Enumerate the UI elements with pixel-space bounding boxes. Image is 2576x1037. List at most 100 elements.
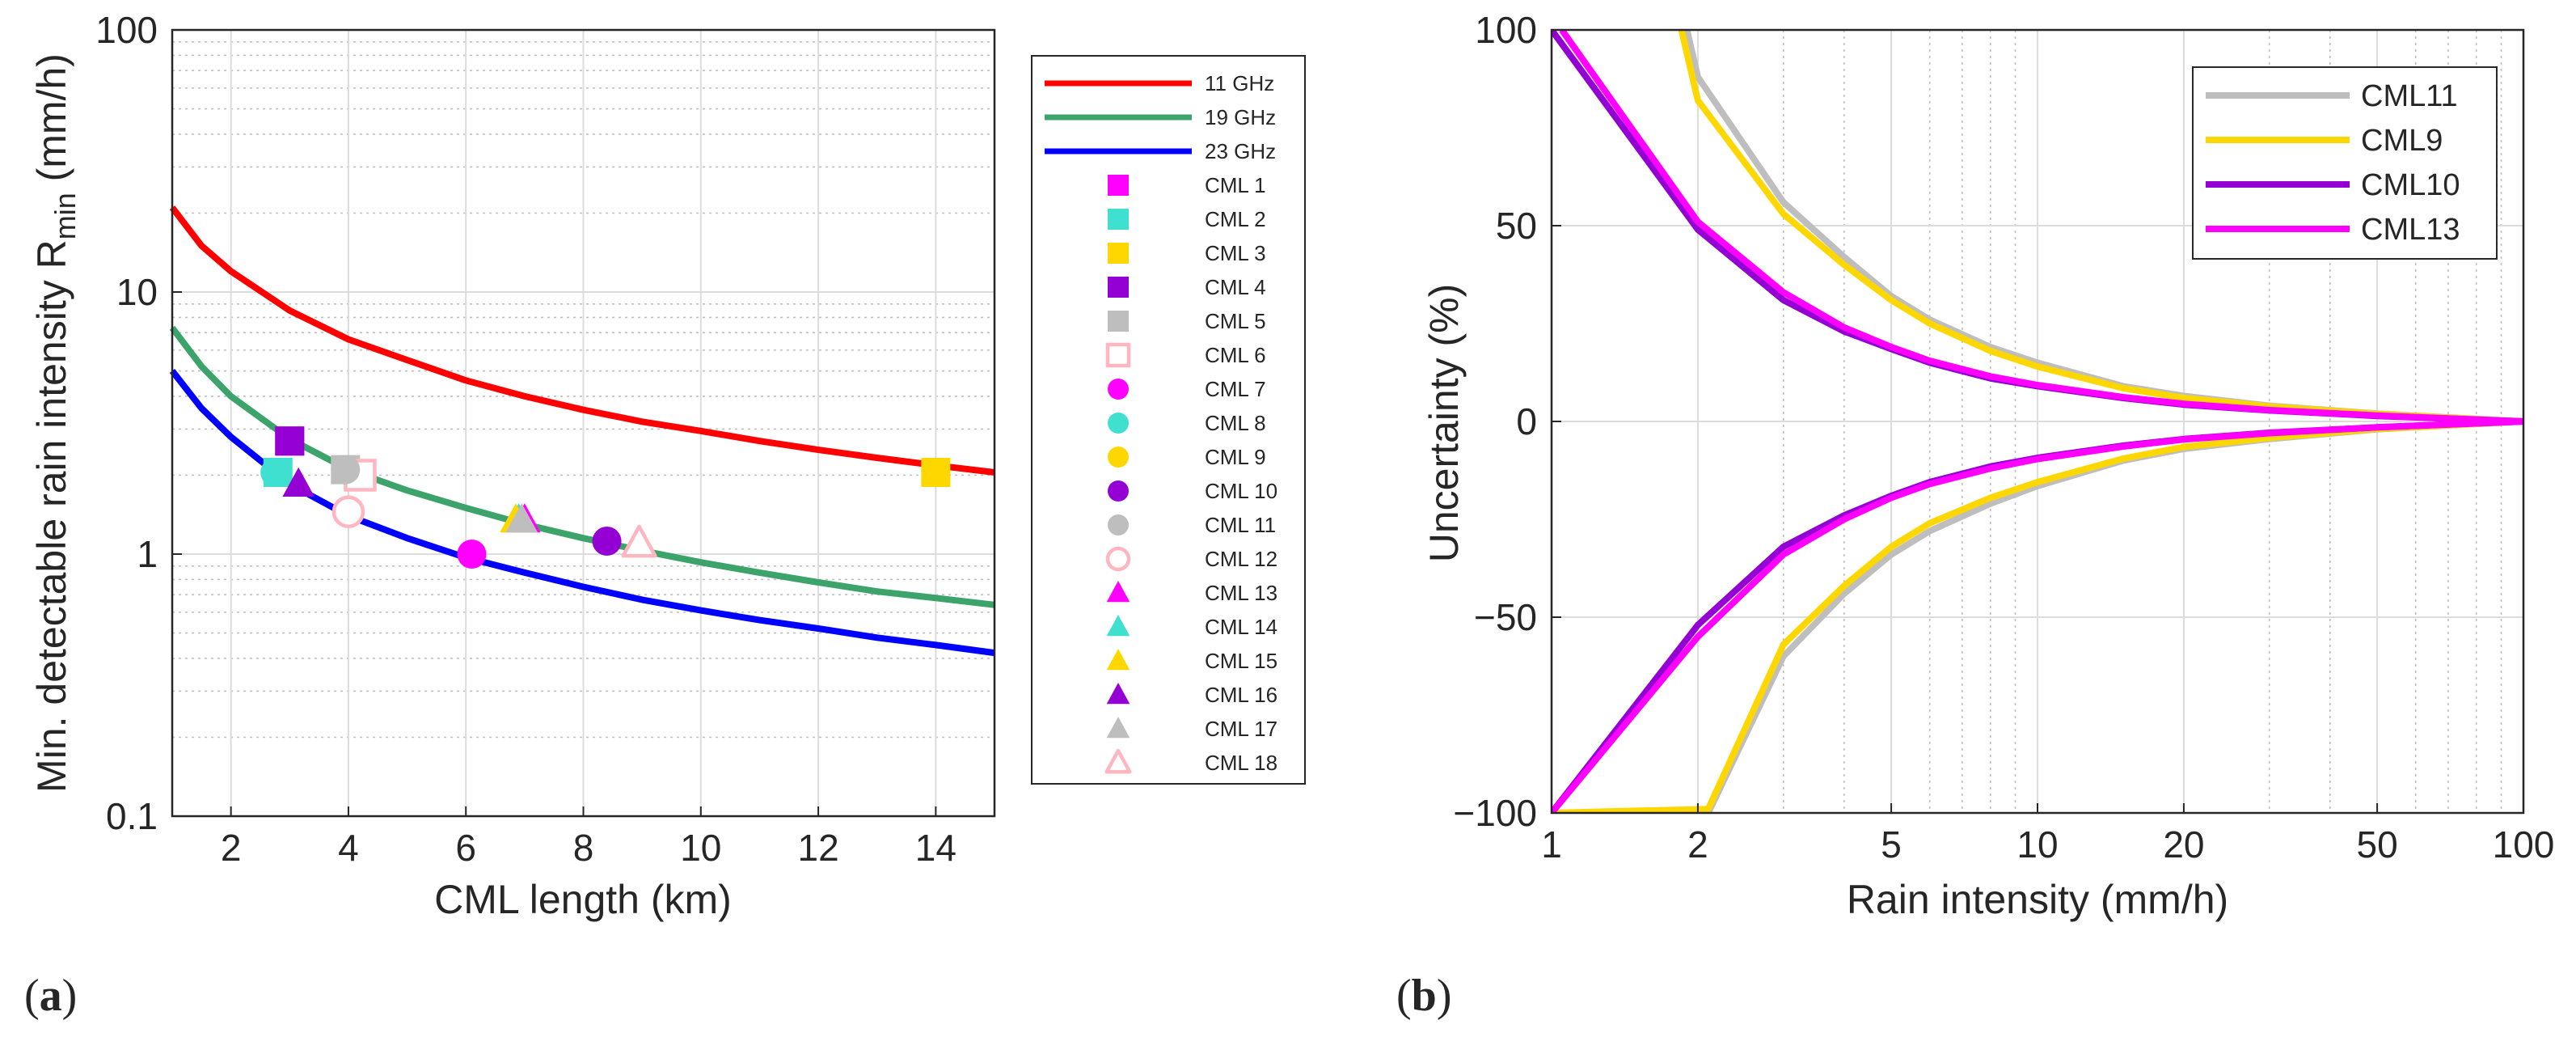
a-legend-label: CML 10 [1205, 479, 1277, 503]
b-legend-label: CML13 [2361, 213, 2460, 247]
b-x-tick-label: 50 [2356, 823, 2397, 866]
b-x-tick-label: 5 [1881, 823, 1902, 866]
a-legend-label: CML 5 [1205, 309, 1266, 333]
b-y-axis-label: Uncertainty (%) [1421, 284, 1467, 563]
a-x-tick-label: 12 [797, 827, 838, 869]
a-legend-marker [1106, 581, 1130, 603]
b-y-tick-label: 0 [1516, 400, 1537, 442]
b-x-tick-label: 20 [2163, 823, 2204, 866]
b-y-tick-label: −50 [1474, 596, 1537, 638]
a-marker-cml-17 [505, 503, 538, 533]
a-legend-marker [1106, 717, 1130, 739]
a-legend-items: 11 GHz 19 GHz 23 GHz CML 1 CML 2 CML 3 CML 4 CM… [1045, 71, 1277, 775]
a-legend-label: 19 GHz [1205, 105, 1276, 129]
a-marker-cml-7 [457, 540, 487, 569]
a-series-lines [169, 205, 995, 657]
a-series-line-11-ghz [169, 205, 995, 476]
b-series-upper-cml9 [1678, 30, 2523, 425]
a-y-axis-label: Min. detectable rain intensity Rmin (mm/… [29, 53, 82, 793]
b-x-tick-label: 100 [2493, 823, 2555, 866]
a-legend-marker [1108, 277, 1129, 298]
a-marker-cml-16 [282, 467, 315, 497]
a-legend-marker [1106, 683, 1130, 705]
a-series-line-19-ghz [169, 325, 995, 608]
a-x-tick-label: 10 [680, 827, 721, 869]
chart-panel-b: 1 2 5 10 20 50 100 −100 −50 0 50 100 Rain intensity… [1396, 9, 2554, 1021]
b-legend: CML11 CML9 CML10 CML13 [2192, 66, 2498, 260]
a-legend-label: CML 7 [1205, 377, 1266, 401]
a-legend-marker [1104, 748, 1132, 774]
b-y-tick-label: 50 [1496, 205, 1537, 247]
a-x-tick-label: 6 [455, 827, 476, 869]
panel-label-b: (b) [1396, 971, 1451, 1021]
a-legend-marker [1108, 175, 1129, 196]
chart-panel-a: 2 4 6 8 10 12 14 0.1 1 10 100 CML length (km) Min.… [24, 9, 1306, 1021]
a-y-tick-label: 10 [116, 271, 158, 313]
a-legend-label: CML 17 [1205, 717, 1277, 741]
b-legend-label: CML10 [2361, 168, 2460, 202]
a-legend-marker [1108, 379, 1129, 400]
a-legend-marker [1105, 546, 1131, 572]
a-legend-marker [1108, 209, 1129, 230]
panel-label-a: (a) [24, 971, 77, 1021]
a-legend-marker [1108, 447, 1129, 468]
b-legend-label: CML9 [2361, 124, 2443, 158]
a-legend-label: CML 2 [1205, 207, 1266, 231]
a-legend-label: CML 16 [1205, 683, 1277, 707]
a-x-tick-label: 8 [573, 827, 594, 869]
a-marker-cml-10 [592, 527, 622, 557]
a-legend-label: CML 18 [1205, 751, 1277, 775]
b-legend-label: CML11 [2361, 79, 2458, 113]
b-x-tick-label: 1 [1541, 823, 1562, 866]
a-legend-label: CML 14 [1205, 615, 1277, 639]
a-legend-label: CML 6 [1205, 343, 1266, 367]
a-x-tick-label: 4 [338, 827, 359, 869]
a-legend-marker [1105, 342, 1131, 368]
a-legend-label: 11 GHz [1205, 71, 1274, 95]
a-x-tick-label: 14 [915, 827, 956, 869]
b-y-tick-label: 100 [1475, 9, 1537, 51]
a-legend-box [1031, 55, 1306, 785]
b-x-tick-label: 2 [1687, 823, 1708, 866]
a-legend-marker [1108, 413, 1129, 434]
b-series-lines [1552, 30, 2523, 813]
b-x-axis-label: Rain intensity (mm/h) [1847, 877, 2228, 922]
a-legend-marker [1108, 514, 1129, 535]
a-legend-marker [1108, 480, 1129, 502]
a-legend: 11 GHz 19 GHz 23 GHz CML 1 CML 2 CML 3 CML 4 CM… [1031, 55, 1306, 785]
a-legend-label: CML 9 [1205, 445, 1266, 469]
a-legend-label: CML 12 [1205, 547, 1277, 571]
a-marker-cml-12 [332, 495, 365, 528]
a-marker-cml-18 [621, 524, 657, 558]
a-legend-label: CML 3 [1205, 241, 1266, 265]
a-legend-marker [1106, 615, 1130, 637]
a-marker-cml-8 [260, 457, 290, 487]
a-legend-label: CML 11 [1205, 513, 1276, 537]
b-y-tick-label: −100 [1453, 792, 1537, 834]
a-legend-label: CML 4 [1205, 275, 1266, 299]
b-legend-items: CML11 CML9 CML10 CML13 [2206, 79, 2460, 247]
a-x-tick-label: 2 [221, 827, 242, 869]
a-gridlines [172, 29, 995, 817]
a-legend-label: CML 8 [1205, 411, 1266, 435]
a-legend-marker [1108, 243, 1129, 264]
a-legend-marker [1106, 649, 1130, 671]
a-marker-cml-4 [275, 426, 305, 456]
a-legend-label: 23 GHz [1205, 139, 1276, 163]
a-legend-label: CML 13 [1205, 581, 1277, 605]
a-legend-label: CML 15 [1205, 649, 1277, 673]
a-legend-label: CML 1 [1205, 173, 1266, 197]
b-series-lower-cml13 [1552, 418, 2523, 813]
a-marker-cml-11 [331, 455, 361, 485]
a-cml-markers [260, 426, 951, 569]
a-y-tick-label: 100 [95, 9, 158, 51]
b-ticks: 1 2 5 10 20 50 100 −100 −50 0 50 100 [1453, 9, 2554, 866]
a-marker-cml-9 [921, 457, 951, 487]
a-x-axis-label: CML length (km) [434, 877, 732, 922]
b-x-tick-label: 10 [2016, 823, 2058, 866]
a-y-tick-label: 1 [137, 533, 158, 575]
b-series-lower-cml9 [1552, 418, 2523, 813]
a-legend-marker [1108, 311, 1129, 332]
a-y-tick-label: 0.1 [106, 795, 158, 837]
